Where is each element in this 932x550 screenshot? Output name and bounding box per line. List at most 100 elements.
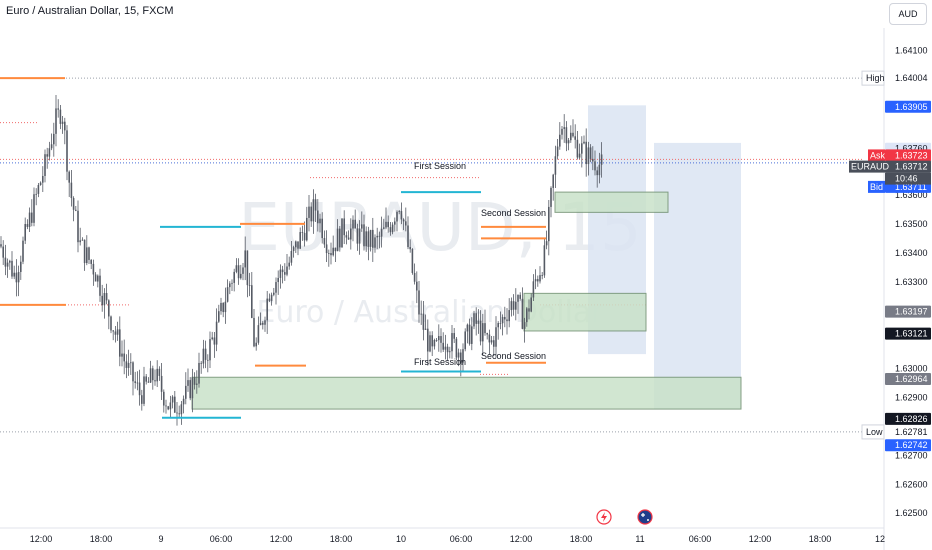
candle-body: [391, 224, 394, 233]
candle-body: [169, 402, 172, 410]
high-label: High: [866, 73, 885, 83]
candle-body: [385, 221, 387, 228]
candle-body: [226, 287, 229, 302]
flash-event-icon[interactable]: [596, 509, 612, 525]
candle-body: [127, 362, 130, 368]
candle-body: [248, 285, 251, 286]
candle-body: [376, 235, 378, 238]
candle-body: [215, 321, 218, 345]
candle-body: [97, 275, 99, 282]
candle-body: [15, 272, 18, 283]
candle-body: [207, 359, 209, 361]
price-tick-label: 1.63500: [895, 219, 928, 229]
candle-body: [484, 323, 486, 334]
candle-body: [365, 231, 367, 247]
candle-body: [530, 297, 532, 312]
candle-body: [268, 298, 271, 301]
high-price-value: 1.64004: [895, 73, 928, 83]
candle-body: [400, 211, 403, 220]
candle-body: [537, 279, 539, 282]
candle-body: [31, 212, 33, 223]
candle-body: [574, 136, 576, 140]
candle-body: [149, 368, 152, 383]
candle-body: [6, 262, 9, 267]
session-levels-layer[interactable]: [0, 77, 546, 419]
candle-body: [145, 376, 147, 382]
candle-body: [64, 121, 66, 131]
candle-body: [312, 199, 315, 222]
candle-body: [176, 412, 178, 414]
candle-body: [24, 224, 26, 241]
candle-body: [361, 224, 363, 229]
candle-body: [48, 148, 51, 157]
time-axis[interactable]: 12:00 18:00 9 06:00 12:00 18:00 10 06:00 12:00 18…: [0, 527, 885, 544]
mark-162826-tag: [885, 412, 931, 425]
currency-button[interactable]: AUD: [889, 3, 927, 25]
candle-body: [35, 193, 37, 195]
bid-price-value: 1.63711: [895, 182, 927, 192]
candle-body: [286, 266, 288, 275]
candle-body: [594, 161, 596, 171]
candle-body: [94, 274, 97, 282]
candle-body: [398, 211, 400, 212]
candle-body: [105, 293, 108, 301]
candle-body: [132, 362, 134, 382]
candle-body: [114, 331, 117, 335]
candle-body: [528, 308, 530, 312]
candle-body: [523, 322, 526, 329]
low-price-tag: [885, 425, 931, 438]
projection-box: [654, 142, 741, 410]
candle-body: [55, 108, 57, 134]
candle-body: [317, 210, 319, 224]
candle-body: [367, 231, 370, 247]
candle-body: [277, 277, 279, 283]
candle-body: [409, 247, 411, 250]
candle-body: [28, 212, 31, 227]
ask-price-value: 1.63723: [895, 150, 928, 160]
candle-body: [343, 218, 345, 236]
candle-body: [468, 324, 471, 344]
supply-demand-zone[interactable]: [191, 376, 742, 410]
candle-body: [561, 128, 563, 135]
ask-price-tag: [885, 149, 931, 162]
candle-body: [37, 185, 40, 194]
candle-body: [512, 301, 515, 310]
candle-body: [328, 253, 330, 254]
candle-body: [306, 217, 308, 241]
candle-body: [499, 323, 502, 324]
supply-demand-zone[interactable]: [523, 292, 647, 332]
annotations-layer: First Session Second Session First Sessi…: [414, 161, 546, 367]
candle-body: [79, 240, 81, 243]
candle-body: [565, 127, 568, 144]
candle-body: [339, 228, 341, 248]
time-tick-label: 11: [635, 534, 644, 544]
candle-body: [213, 337, 216, 345]
candle-body: [598, 164, 601, 176]
candle-body: [189, 380, 191, 399]
candle-body: [451, 333, 453, 352]
candle-body: [160, 375, 163, 392]
projection-layer: [588, 105, 741, 410]
candle-body: [543, 245, 546, 276]
candle-body: [33, 194, 35, 223]
candle-body: [600, 154, 603, 165]
candle-body: [174, 396, 176, 413]
symbol-label-box: [849, 160, 885, 173]
candle-body: [301, 232, 304, 233]
candle-body: [407, 225, 409, 248]
candle-body: [88, 247, 90, 260]
supply-demand-zone[interactable]: [554, 191, 669, 213]
bid-label-box: [868, 180, 885, 193]
candle-body: [363, 224, 365, 247]
candle-body: [262, 322, 264, 325]
event-icons[interactable]: [596, 509, 653, 525]
candle-body: [178, 413, 180, 415]
candle-body: [4, 257, 7, 267]
candle-body: [444, 346, 447, 350]
candle-body: [246, 250, 249, 286]
price-axis[interactable]: 1.62500 1.62600 1.62700 1.62900 1.63000 1.633…: [849, 28, 931, 550]
candle-body: [581, 143, 583, 154]
australia-flag-icon[interactable]: [637, 509, 653, 525]
candle-body: [548, 206, 550, 242]
